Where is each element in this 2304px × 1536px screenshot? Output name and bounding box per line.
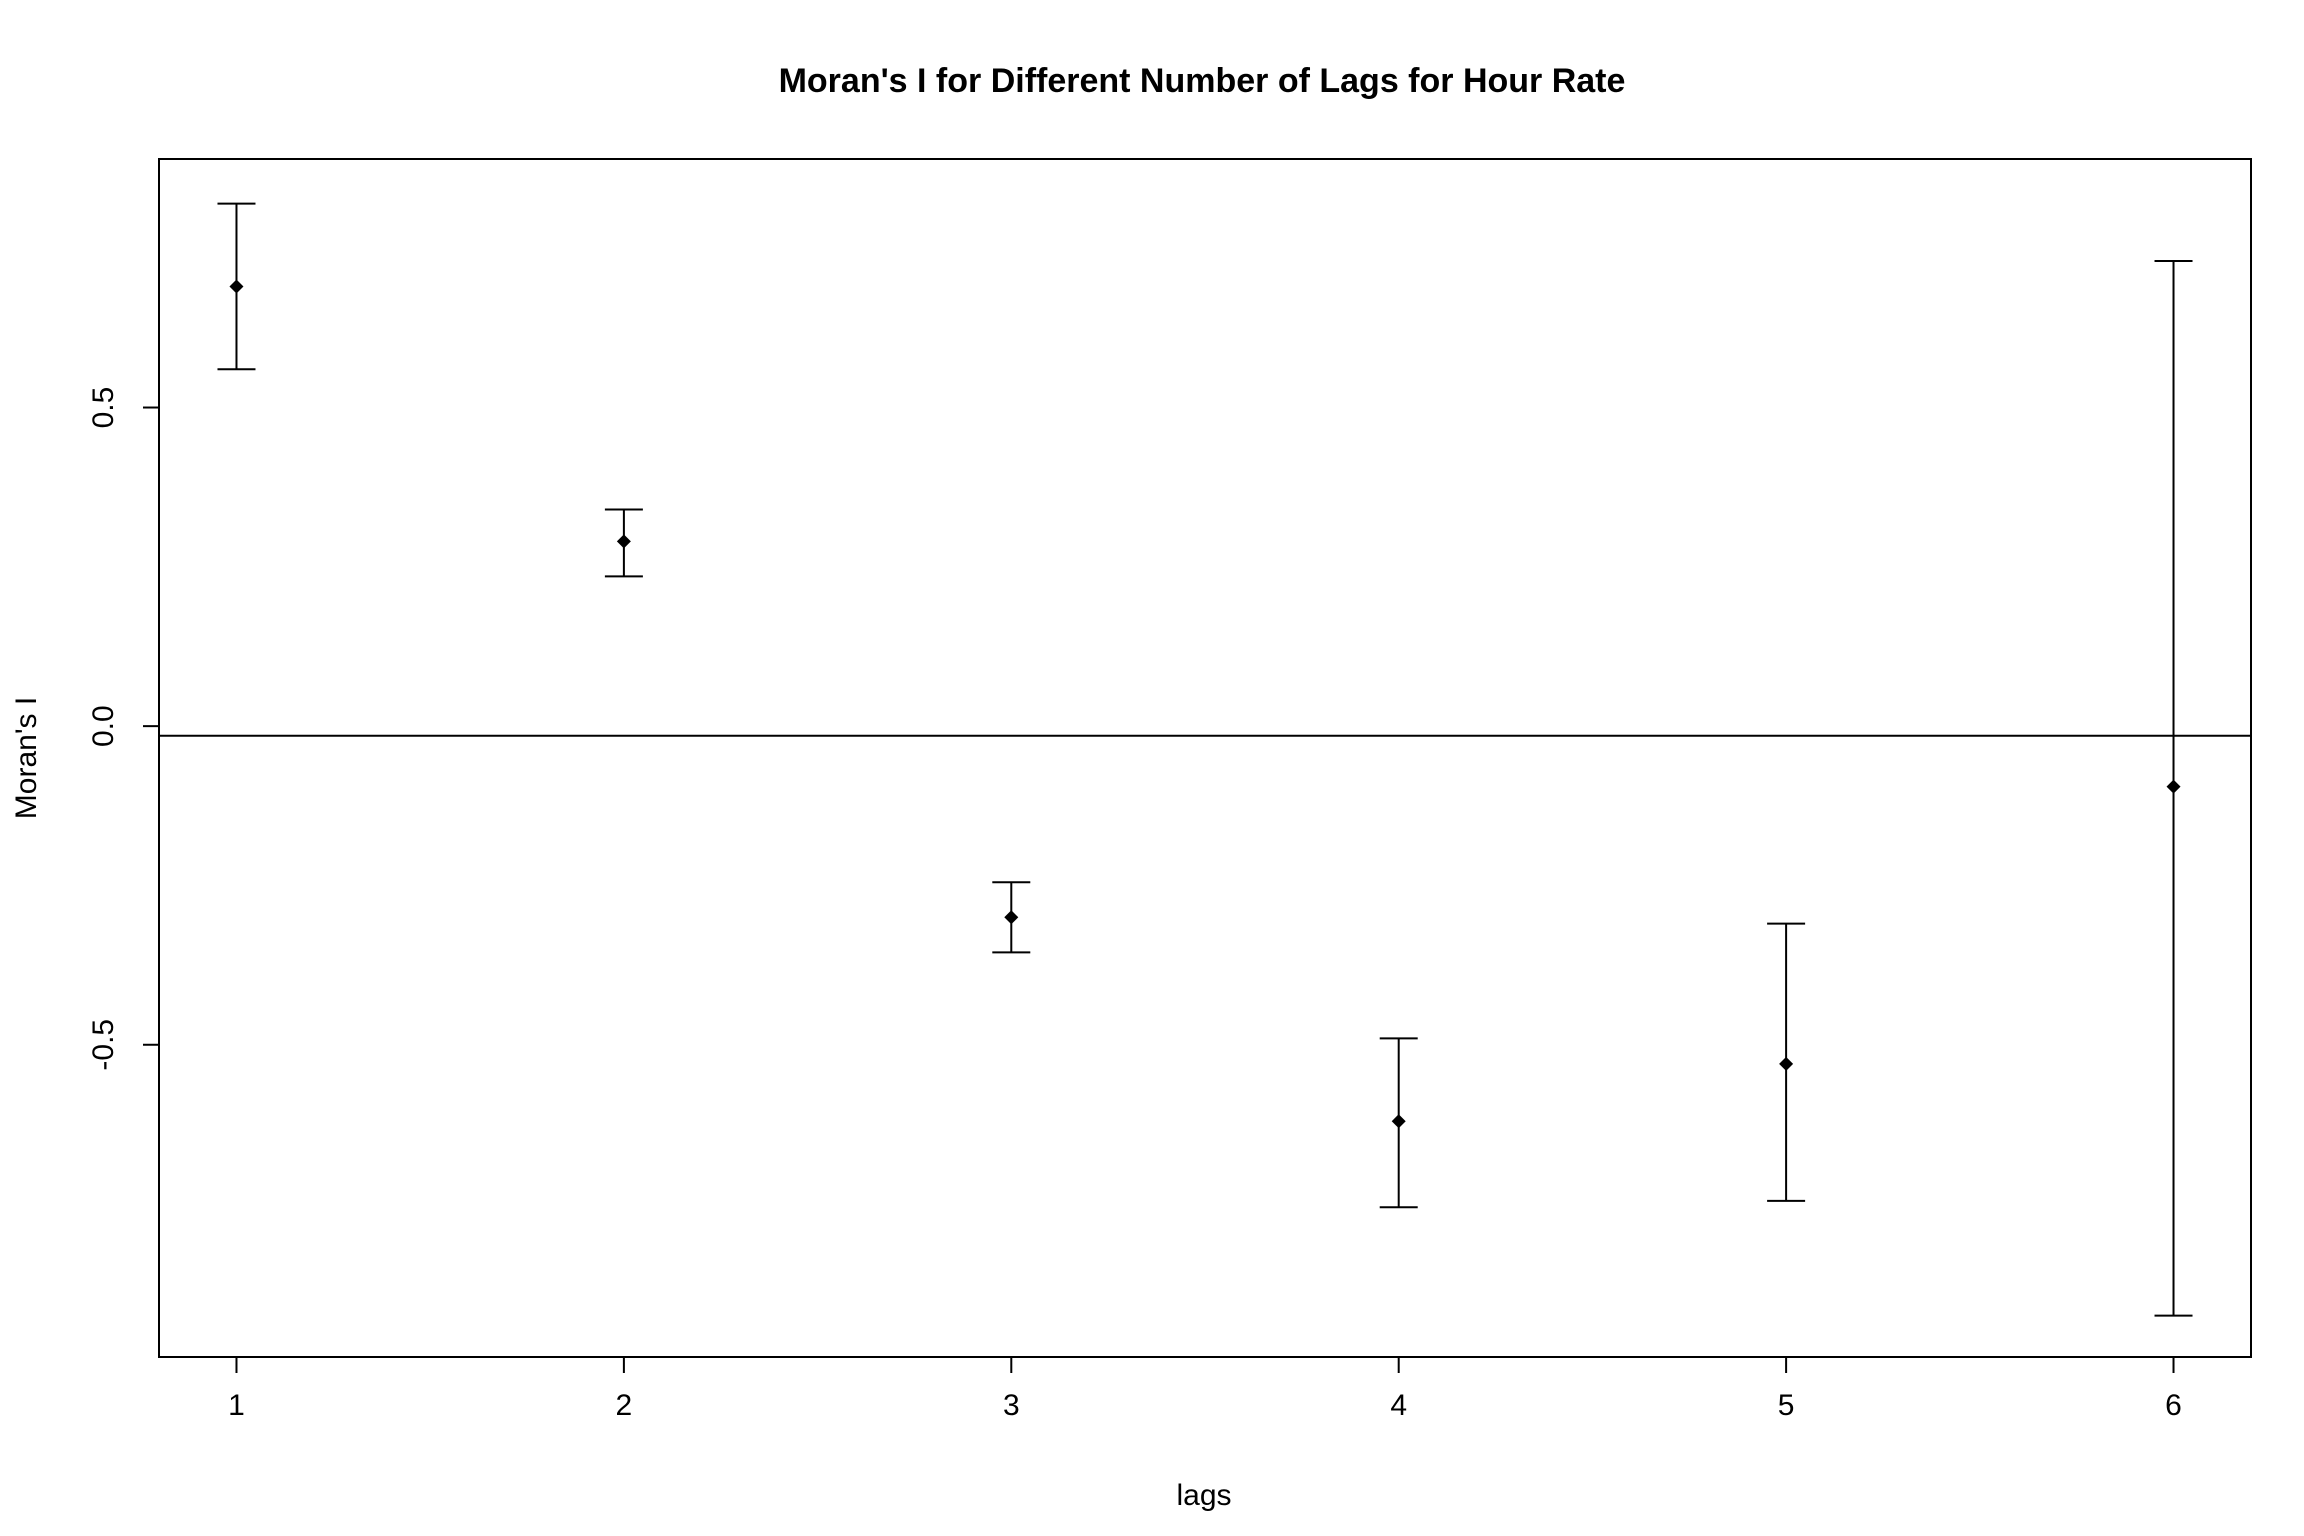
data-point <box>229 279 244 294</box>
x-tick-label: 3 <box>1003 1389 1020 1422</box>
data-point <box>1391 1114 1406 1129</box>
error-bar-group <box>217 202 256 371</box>
x-axis: 1 2 3 4 5 6 <box>228 1357 2182 1422</box>
chart-title: Moran's I for Different Number of Lags f… <box>779 62 1626 100</box>
error-bar-series <box>217 202 2193 1317</box>
x-axis-label: lags <box>1176 1479 1231 1512</box>
x-tick-label: 2 <box>616 1389 633 1422</box>
data-point <box>1004 910 1019 925</box>
x-tick-label: 5 <box>1778 1389 1795 1422</box>
error-bar-group <box>1767 922 1806 1202</box>
error-bar-group <box>604 508 643 578</box>
data-point <box>1779 1056 1794 1071</box>
x-tick-label: 4 <box>1390 1389 1407 1422</box>
y-tick-label: -0.5 <box>87 1019 120 1071</box>
plot-frame <box>158 158 2252 1358</box>
y-tick-label: 0.5 <box>87 387 120 429</box>
error-bar-group <box>2154 259 2193 1317</box>
x-tick-label: 1 <box>228 1389 245 1422</box>
x-tick-label: 6 <box>2165 1389 2182 1422</box>
error-bar-group <box>992 881 1031 954</box>
data-point <box>2166 779 2181 794</box>
y-axis: -0.5 0.0 0.5 <box>87 387 159 1071</box>
data-point <box>616 534 631 549</box>
y-tick-label: 0.0 <box>87 705 120 747</box>
y-axis-label: Moran's I <box>10 697 43 819</box>
error-bar-group <box>1379 1037 1418 1209</box>
